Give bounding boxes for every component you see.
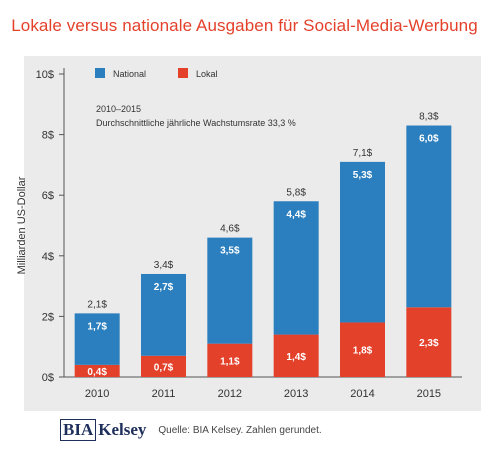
bar-lokal-2014 (340, 322, 385, 377)
y-tick-label: 0$ (42, 372, 54, 384)
legend-swatch-lokal (178, 68, 188, 78)
x-tick-label-2013: 2013 (284, 388, 308, 400)
bar-label-national-2010: 1,7$ (87, 321, 107, 332)
bar-label-national-2014: 5,3$ (353, 170, 373, 181)
legend-label-national: National (113, 69, 146, 79)
bar-lokal-2010 (74, 364, 120, 377)
x-tick-label-2010: 2010 (85, 388, 109, 400)
chart-title: Lokale versus nationale Ausgaben für Soc… (11, 16, 478, 35)
y-tick-label: 10$ (36, 69, 54, 81)
bar-total-label-2014: 7,1$ (353, 148, 373, 159)
legend-swatch-national (95, 68, 105, 78)
bar-lokal-2012 (207, 343, 253, 377)
x-tick-label-2011: 2011 (152, 388, 176, 400)
bar-label-lokal-2011: 0,7$ (154, 362, 174, 373)
bar-label-lokal-2013: 1,4$ (286, 352, 306, 363)
bar-total-label-2010: 2,1$ (87, 299, 107, 310)
y-tick-label: 6$ (42, 190, 54, 202)
bar-lokal-2013 (273, 334, 319, 377)
y-tick-label: 2$ (42, 311, 54, 323)
y-axis-label: Milliarden US-Dollar (16, 176, 28, 274)
bar-label-national-2015: 6,0$ (419, 134, 439, 145)
bar-lokal-2011 (141, 355, 186, 377)
bar-label-lokal-2012: 1,1$ (220, 356, 240, 367)
y-tick-label: 4$ (42, 251, 54, 263)
bar-lokal-2015 (406, 307, 452, 377)
bar-national-2010 (74, 313, 120, 365)
logo-kelsey: Kelsey (98, 420, 147, 439)
bar-total-label-2012: 4,6$ (220, 224, 240, 235)
bar-label-national-2013: 4,4$ (286, 209, 306, 220)
annotation-line-2: Durchschnittliche jährliche Wachstumsrat… (96, 118, 296, 128)
bar-total-label-2013: 5,8$ (286, 187, 306, 198)
bar-national-2013 (273, 201, 319, 335)
bar-label-national-2011: 2,7$ (154, 282, 174, 293)
bar-national-2012 (207, 237, 253, 344)
bia-kelsey-logo: BIA Kelsey (60, 418, 148, 442)
bar-label-lokal-2014: 1,8$ (353, 346, 373, 357)
y-tick-label: 8$ (42, 130, 54, 142)
bar-label-national-2012: 3,5$ (220, 246, 240, 257)
bar-label-lokal-2015: 2,3$ (419, 338, 439, 349)
annotation-line-1: 2010–2015 (96, 104, 141, 114)
x-tick-label-2012: 2012 (218, 388, 242, 400)
x-tick-label-2014: 2014 (350, 388, 374, 400)
source-note: Quelle: BIA Kelsey. Zahlen gerundet. (158, 424, 322, 436)
bar-label-lokal-2010: 0,4$ (87, 367, 107, 378)
x-tick-label-2015: 2015 (417, 388, 441, 400)
bar-total-label-2015: 8,3$ (419, 112, 439, 123)
bar-national-2011 (141, 273, 186, 356)
bar-total-label-2011: 3,4$ (154, 260, 174, 271)
bar-national-2015 (406, 125, 452, 308)
logo-bia: BIA (60, 419, 97, 441)
bar-national-2014 (340, 161, 385, 323)
footer: BIA Kelsey Quelle: BIA Kelsey. Zahlen ger… (60, 418, 322, 442)
legend-label-lokal: Lokal (196, 69, 218, 79)
